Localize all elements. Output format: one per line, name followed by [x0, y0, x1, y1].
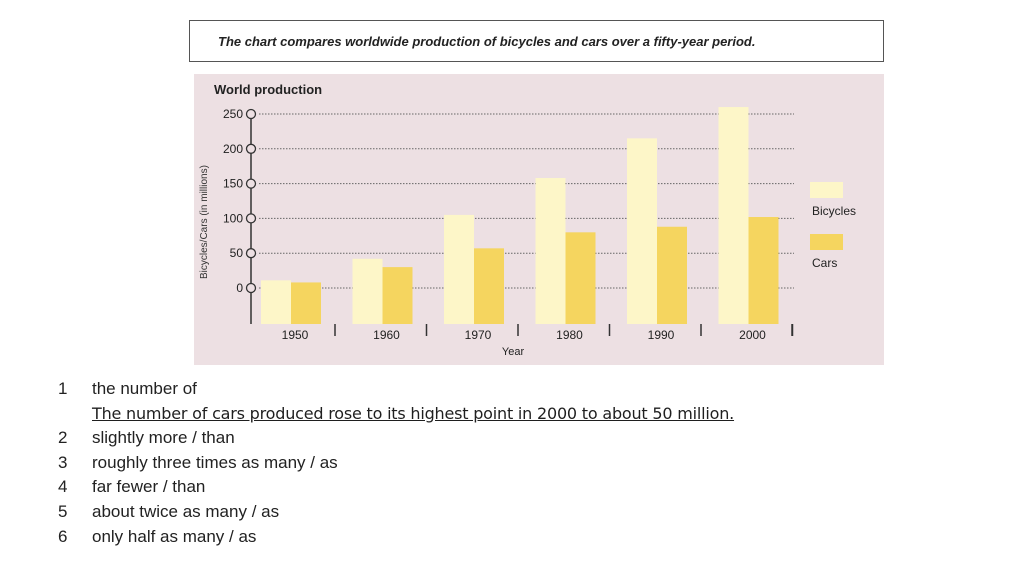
item-text: roughly three times as many / as: [92, 452, 338, 472]
exercise-item: 3 roughly three times as many / as: [58, 451, 958, 476]
exercise-list: 1 the number of The number of cars produ…: [58, 377, 958, 549]
y-axis-label: Bicycles/Cars (in millions): [199, 165, 210, 279]
x-tick-label: 1960: [373, 328, 400, 342]
exercise-item: 2 slightly more / than: [58, 426, 958, 451]
exercise-item: 5 about twice as many / as: [58, 500, 958, 525]
bar-cars-1990: [657, 226, 687, 324]
legend-label-cars: Cars: [812, 256, 837, 270]
bar-bicycles-1990: [627, 138, 657, 324]
x-tick-label: 1950: [282, 328, 309, 342]
chart-title: World production: [214, 82, 322, 97]
bar-cars-1980: [565, 232, 596, 324]
item-text: slightly more / than: [92, 428, 235, 448]
item-text: about twice as many / as: [92, 501, 280, 521]
x-tick-label: 2000: [739, 328, 766, 342]
bar-bicycles-1950: [261, 280, 291, 324]
y-tick-label: 100: [223, 211, 243, 225]
y-tick-label: 250: [223, 107, 243, 121]
item-text: the number of: [92, 379, 197, 398]
bar-chart: World production Bicycles/Cars (in millio…: [199, 82, 856, 358]
caption-box: The chart compares worldwide production …: [189, 20, 884, 62]
y-tick-label: 200: [223, 142, 243, 156]
x-tick-label: 1980: [556, 328, 583, 342]
item-number: 5: [58, 501, 68, 521]
handwritten-answer: The number of cars produced rose to its …: [92, 403, 735, 423]
x-tick-label: 1990: [648, 328, 675, 342]
y-tick-marker: [245, 178, 257, 189]
item-number: 1: [58, 379, 68, 398]
item-text: only half as many / as: [92, 526, 257, 546]
item-number: 6: [58, 526, 68, 546]
y-tick-marker: [245, 248, 257, 259]
item-number: 3: [58, 452, 68, 472]
y-tick-marker: [245, 143, 257, 154]
exercise-item: 4 far fewer / than: [58, 475, 958, 500]
y-tick-marker: [245, 108, 257, 120]
x-axis-label: Year: [502, 346, 525, 358]
x-tick-label: 1970: [465, 328, 492, 342]
bar-bicycles-2000: [718, 107, 749, 324]
legend-swatch-bicycles: [810, 182, 843, 198]
exercise-item: 6 only half as many / as: [58, 525, 958, 550]
item-number: 4: [58, 477, 68, 497]
y-tick-marker: [245, 213, 257, 224]
y-tick-label: 150: [223, 177, 243, 191]
legend-label-bicycles: Bicycles: [812, 204, 856, 218]
exercise-item: 1 the number of: [58, 377, 958, 402]
caption-text: The chart compares worldwide production …: [218, 33, 756, 49]
item-number: 2: [58, 428, 68, 448]
bar-cars-1970: [474, 248, 504, 324]
bar-bicycles-1980: [535, 178, 566, 324]
legend-swatch-cars: [810, 234, 843, 250]
bar-cars-2000: [748, 217, 779, 324]
y-tick-label: 50: [230, 246, 244, 260]
bar-cars-1960: [382, 267, 413, 324]
y-tick-marker: [245, 282, 257, 294]
item-text: far fewer / than: [92, 477, 206, 497]
bar-cars-1950: [291, 282, 321, 324]
bar-bicycles-1960: [352, 258, 383, 324]
handwritten-answer-row: The number of cars produced rose to its …: [58, 402, 958, 427]
y-tick-label: 0: [236, 281, 243, 295]
bar-bicycles-1970: [444, 214, 474, 324]
chart-panel: World production Bicycles/Cars (in millio…: [194, 74, 884, 365]
